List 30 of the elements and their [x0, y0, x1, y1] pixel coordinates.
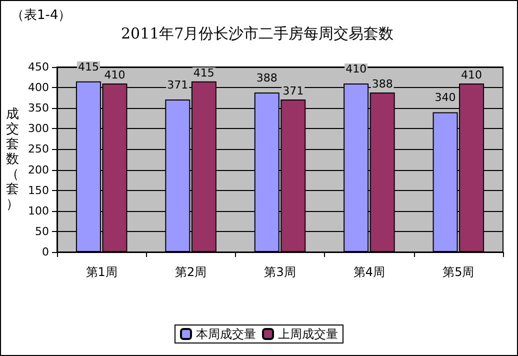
chart-title: 2011年7月份长沙市二手房每周交易套数: [121, 24, 394, 42]
y-tick-label: 350: [28, 102, 49, 115]
x-tick-label: 第4周: [353, 265, 386, 279]
data-label: 388: [256, 71, 278, 84]
y-axis-title: 成交套数（套）: [6, 107, 19, 212]
data-label: 410: [346, 62, 367, 76]
y-tick-label: 450: [28, 60, 49, 74]
data-label: 410: [461, 68, 482, 82]
data-label: 410: [104, 68, 126, 82]
x-tick-label: 第5周: [442, 265, 474, 279]
data-label: 371: [282, 84, 304, 98]
legend-label: 本周成交量: [196, 327, 256, 341]
y-tick-label: 150: [28, 184, 49, 197]
y-tick-label: 50: [35, 224, 49, 238]
data-label: 388: [372, 77, 393, 90]
x-tick-label: 第2周: [174, 265, 207, 279]
y-tick-label: 250: [28, 142, 49, 156]
legend-label: 上周成交量: [278, 327, 338, 341]
data-label: 415: [193, 66, 214, 80]
x-tick-label: 第1周: [86, 265, 118, 279]
text: （表1-4）: [11, 8, 72, 23]
y-tick-label: 0: [42, 246, 49, 258]
y-tick-label: 200: [28, 163, 49, 176]
data-label: 340: [434, 91, 456, 104]
data-label: 415: [78, 60, 99, 74]
y-tick-label: 300: [28, 122, 49, 136]
x-tick-label: 第3周: [264, 265, 296, 279]
data-label: 371: [167, 78, 188, 92]
y-tick-label: 400: [28, 81, 49, 94]
y-tick-label: 100: [28, 204, 49, 218]
